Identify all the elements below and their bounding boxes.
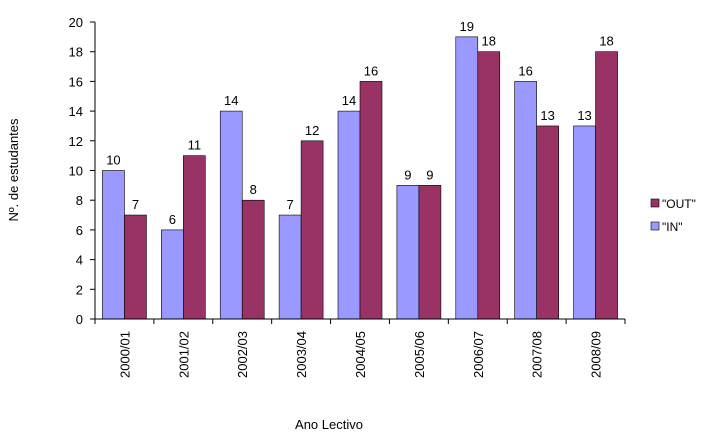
x-tick-label: 2007/08: [530, 331, 545, 378]
bar-in-2008-09: [573, 125, 596, 320]
y-axis-label: Nº. de estudantes: [6, 118, 21, 222]
legend-swatch: [650, 221, 660, 231]
data-label: 9: [404, 167, 411, 182]
bar-out-2007-08: [536, 125, 559, 320]
legend: "OUT" "IN": [650, 197, 696, 234]
data-label: 14: [342, 93, 356, 108]
bar-out-2002-03: [241, 199, 265, 320]
y-tick-label: 12: [69, 134, 83, 149]
bar-out-2004-05: [359, 81, 383, 320]
x-axis-label: Ano Lectivo: [295, 417, 363, 432]
data-label: 7: [132, 197, 139, 212]
legend-label: "OUT": [662, 197, 696, 211]
bar-out-2000-01: [124, 214, 147, 320]
data-label: 16: [518, 63, 532, 78]
data-label: 11: [188, 138, 202, 153]
data-label: 9: [426, 167, 433, 182]
data-label: 13: [540, 108, 554, 123]
data-label: 18: [599, 34, 613, 49]
y-tick-label: 4: [76, 253, 83, 268]
x-tick-label: 2004/05: [353, 331, 368, 378]
data-label: 8: [250, 182, 257, 197]
y-axis: 0 2 4 6 8 10 12 14 16 18 20: [69, 15, 96, 327]
x-tick-label: 2000/01: [117, 331, 132, 378]
y-tick-label: 2: [76, 282, 83, 297]
y-tick-label: 18: [69, 45, 83, 60]
x-tick-label: 2002/03: [235, 331, 250, 378]
bar-out-2003-04: [300, 140, 324, 320]
legend-label: "IN": [662, 220, 683, 234]
x-tick-label: 2006/07: [471, 331, 486, 378]
data-label: 7: [286, 197, 293, 212]
bar-in-2002-03: [219, 110, 243, 320]
y-tick-label: 16: [69, 74, 83, 89]
bar-out-2001-02: [183, 155, 206, 320]
bar-in-2005-06: [396, 185, 420, 320]
data-label: 14: [224, 93, 238, 108]
bar-out-2008-09: [595, 51, 618, 320]
bar-in-2000-01: [102, 170, 125, 320]
bar-in-2003-04: [278, 214, 302, 320]
bar-out-2006-07: [477, 51, 501, 320]
bar-out-2005-06: [418, 185, 442, 320]
data-label: 19: [460, 19, 474, 34]
x-tick-label: 2005/06: [412, 331, 427, 378]
data-label: 12: [305, 123, 319, 138]
data-label: 13: [577, 108, 591, 123]
x-axis: 2000/01 2001/02 2002/03 2003/04 2004/05 2005/…: [94, 318, 626, 378]
bar-in-2007-08: [514, 81, 537, 320]
x-tick-label: 2001/02: [176, 331, 191, 378]
y-tick-label: 20: [69, 15, 83, 30]
bar-in-2004-05: [337, 110, 361, 320]
bar-in-2001-02: [161, 229, 184, 320]
y-tick-label: 14: [69, 104, 83, 119]
data-label: 16: [364, 63, 378, 78]
data-label: 18: [482, 34, 496, 49]
x-tick-label: 2003/04: [294, 331, 309, 378]
y-tick-label: 6: [76, 223, 83, 238]
data-label: 10: [106, 153, 120, 168]
y-tick-label: 10: [69, 164, 83, 179]
data-label: 6: [169, 212, 176, 227]
y-tick-label: 8: [76, 193, 83, 208]
plot-area: 10 7 6 11 14 8 7 12 14 16 9 9 19 18 16 13 13 18: [102, 19, 618, 320]
bar-in-2006-07: [455, 36, 479, 320]
y-tick-label: 0: [76, 312, 83, 327]
legend-swatch: [650, 198, 660, 208]
x-tick-label: 2008/09: [589, 331, 604, 378]
